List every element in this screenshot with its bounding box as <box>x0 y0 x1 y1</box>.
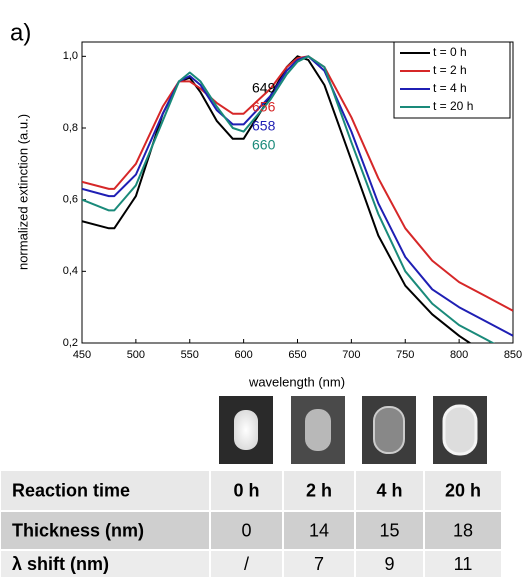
legend-label: t = 4 h <box>433 81 467 95</box>
series-line <box>82 55 495 343</box>
peak-annotation: 660 <box>252 137 276 153</box>
legend-label: t = 2 h <box>433 63 467 77</box>
x-tick-label: 450 <box>73 349 91 361</box>
table-cell: / <box>244 554 249 574</box>
legend-label: t = 20 h <box>433 99 473 113</box>
lines <box>82 55 513 343</box>
table-cell: λ shift (nm) <box>12 554 109 574</box>
table-cell: 15 <box>379 520 399 540</box>
table: Reaction time 0 h 2 h 4 h 20 h Thickness (nm)… <box>0 469 503 579</box>
table-cell: 7 <box>314 554 324 574</box>
x-axis-label: wavelength (nm) <box>248 374 345 389</box>
legend-box <box>393 41 511 119</box>
table-cell: 11 <box>454 554 473 574</box>
x-tick-label: 650 <box>288 349 306 361</box>
y-tick-label: 1,0 <box>63 50 78 62</box>
table-cell: 0 h <box>233 480 259 500</box>
table-cell: Thickness (nm) <box>12 520 144 540</box>
x-tick-label: 800 <box>450 349 468 361</box>
table-cell: 4 h <box>376 480 402 500</box>
table-row-bg <box>0 549 503 579</box>
table-cell: 18 <box>453 520 473 540</box>
peak-annotation: 649 <box>252 80 276 96</box>
y-tick-label: 0,4 <box>63 265 78 277</box>
y-tick-label: 0,6 <box>63 194 78 206</box>
panel-label: a) <box>10 19 31 46</box>
x-tick-label: 500 <box>127 349 145 361</box>
table-cell: 14 <box>309 520 329 540</box>
table-cell: 20 h <box>445 480 481 500</box>
table-row-bg <box>0 469 503 512</box>
series-line <box>82 55 513 312</box>
x-tick-label: 550 <box>181 349 199 361</box>
tem-images <box>219 396 487 464</box>
table-cell: Reaction time <box>12 480 130 500</box>
y-axis-label: normalized extinction (a.u.) <box>15 114 30 270</box>
peak-annotation: 656 <box>252 99 276 115</box>
x-tick-label: 750 <box>396 349 414 361</box>
y-tick-label: 0,8 <box>63 122 78 134</box>
peak-annotation: 658 <box>252 118 276 134</box>
table-cell: 9 <box>384 554 394 574</box>
y-tick-label: 0,2 <box>63 337 78 349</box>
table-cell: 0 <box>241 520 251 540</box>
legend-label: t = 0 h <box>433 45 467 59</box>
x-tick-label: 850 <box>504 349 522 361</box>
table-cell: 2 h <box>306 480 332 500</box>
x-tick-label: 600 <box>234 349 252 361</box>
x-tick-label: 700 <box>342 349 360 361</box>
series-line <box>82 55 513 337</box>
